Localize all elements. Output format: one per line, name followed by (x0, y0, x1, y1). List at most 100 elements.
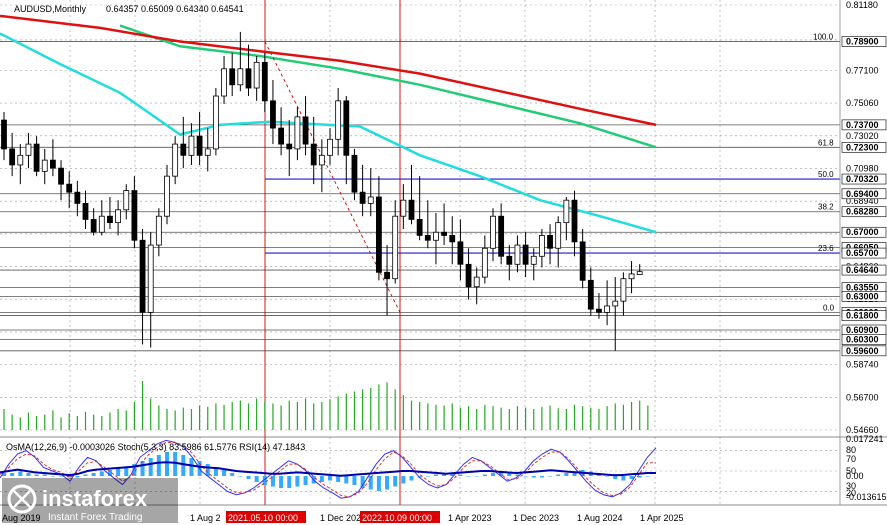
price-badge-box-11 (841, 291, 887, 302)
price-badge-15: 0.60300 (846, 335, 879, 345)
osma-bar-60 (491, 473, 495, 476)
price-badge-box-2 (841, 142, 887, 153)
instaforex-logo: instaforex Instant Forex Trading (2, 478, 178, 523)
osma-bar-57 (466, 476, 471, 477)
candle-body-6 (50, 159, 56, 169)
candle-body-63 (514, 244, 521, 265)
osma-bar-58 (474, 476, 479, 477)
candle-body-69 (563, 199, 570, 224)
time-tick-0: Aug 2019 (2, 513, 41, 523)
candle-body-48 (392, 215, 399, 280)
candle-body-21 (172, 143, 179, 177)
fib-label-4: 23.6 (818, 244, 834, 253)
osma-bar-62 (507, 473, 512, 476)
osma-bar-51 (417, 476, 422, 478)
osma-bar-66 (539, 476, 544, 478)
candle-body-40 (327, 138, 333, 156)
price-badge-box-1 (841, 119, 887, 131)
osma-bar-10 (83, 474, 88, 476)
osma-bar-69 (564, 473, 569, 476)
candle-body-4 (33, 143, 40, 172)
indicator-tick-0: 0.017241 (846, 434, 884, 444)
osma-bar-31 (254, 476, 259, 482)
candle-body-78 (636, 271, 643, 275)
osma-bar-27 (222, 470, 227, 476)
candle-body-7 (58, 167, 64, 185)
indicator-title: OsMA(12,26,9) -0.0003026 Stoch(5,3,3) 83… (6, 442, 305, 452)
candle-body-22 (180, 143, 187, 156)
candle-body-1 (9, 148, 16, 166)
time-tick-6: 1 Dec 2023 (513, 513, 559, 523)
osma-bar-29 (238, 476, 243, 477)
candle-body-10 (82, 202, 89, 220)
candle-body-35 (286, 143, 293, 150)
osma-bar-5 (42, 474, 47, 476)
price-badge-box-8 (841, 247, 887, 259)
grid (0, 0, 840, 505)
price-badge-box-13 (841, 310, 887, 321)
osma-bar-6 (50, 476, 55, 477)
candle-body-58 (473, 276, 480, 288)
rsi-line (0, 461, 656, 477)
candle-body-37 (302, 116, 309, 145)
candle-body-73 (596, 308, 602, 313)
price-badge-1: 0.73700 (846, 120, 879, 130)
osma-bar-68 (556, 474, 561, 476)
osma-bar-63 (515, 474, 520, 476)
candle-body-49 (400, 199, 407, 217)
indicator-tick-7: -0.013615 (846, 492, 887, 502)
logo-tagline: Instant Forex Trading (48, 512, 143, 523)
candle-body-23 (188, 135, 195, 156)
fib-label-0: 100.0 (813, 33, 834, 42)
price-badge-4: 0.69400 (846, 189, 879, 199)
candle-body-41 (335, 100, 342, 140)
osma-bar-30 (246, 476, 251, 479)
logo-brand: instaforex (42, 486, 148, 511)
candle-body-66 (539, 235, 545, 257)
candle-body-59 (481, 247, 488, 278)
osma-bar-19 (156, 455, 161, 476)
indicator-tick-1: 80 (846, 445, 856, 455)
osma-bar-18 (148, 458, 153, 476)
osma-bar-2 (18, 471, 23, 476)
time-axis: Aug 2019 1 Aug 2 2021.05.10 00:00 1 Dec 202… (2, 511, 684, 523)
candle-body-65 (530, 255, 537, 265)
price-badge-11: 0.63000 (846, 291, 879, 301)
osma-bar-0 (2, 473, 6, 476)
candle-body-60 (490, 215, 496, 249)
osma-bar-36 (295, 476, 300, 487)
price-badge-13: 0.61800 (846, 311, 879, 321)
price-badge-0: 0.78900 (846, 37, 879, 47)
date-marker-box-4 (360, 511, 440, 523)
osma-bar-22 (181, 455, 186, 476)
moving-averages (0, 14, 657, 234)
indicator-tick-2: 70 (846, 454, 856, 464)
osma-bar-48 (393, 476, 398, 487)
osma-bar-45 (368, 476, 373, 490)
stoch-signal-line (0, 441, 656, 498)
time-tick-3: 1 Dec 202 (320, 513, 361, 523)
price-badge-box-16 (841, 345, 887, 357)
candle-body-24 (196, 135, 203, 156)
candle-body-11 (90, 219, 97, 233)
ma-green-line (119, 24, 657, 149)
osma-bar-26 (213, 467, 218, 476)
symbol-title: AUDUSD,Monthly (14, 4, 87, 14)
price-badge-box-15 (841, 334, 887, 345)
osma-bar-70 (572, 471, 577, 476)
osma-bar-20 (165, 452, 169, 476)
candle-body-29 (237, 68, 244, 86)
price-badge-8: 0.65700 (846, 248, 879, 258)
osma-bar-23 (189, 458, 194, 476)
osma-bar-7 (59, 476, 64, 477)
price-tick-0: 0.81180 (846, 0, 878, 10)
candle-body-26 (212, 95, 219, 150)
candle-body-46 (375, 196, 382, 273)
date-marker-label-2: 2021.05.10 00:00 (228, 513, 298, 523)
candle-body-5 (41, 159, 48, 172)
osma-bar-78 (637, 476, 642, 478)
ohlc-header: 0.64357 0.65009 0.64340 0.64541 (106, 4, 244, 14)
osma-bar-43 (352, 476, 357, 485)
volume-bars (3, 381, 649, 430)
